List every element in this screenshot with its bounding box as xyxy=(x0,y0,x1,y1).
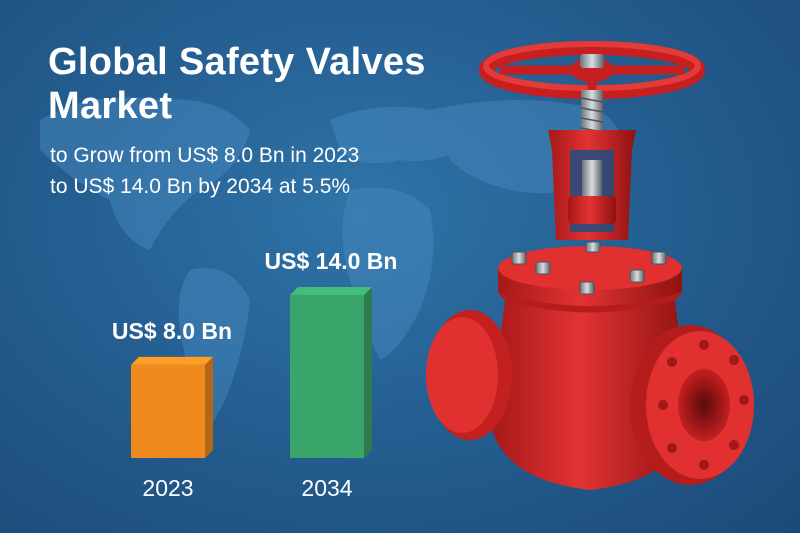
bar-value-label-2023: US$ 8.0 Bn xyxy=(112,318,232,344)
subtitle: to Grow from US$ 8.0 Bn in 2023 to US$ 1… xyxy=(50,140,359,202)
bar-value-label-2034: US$ 14.0 Bn xyxy=(265,248,398,274)
bar-2034 xyxy=(290,287,372,458)
title-line-2: Market xyxy=(48,85,173,127)
bar-2023 xyxy=(131,356,213,458)
page-title: Global Safety Valves Market xyxy=(48,40,426,128)
category-label-2034: 2034 xyxy=(301,475,352,501)
subtitle-line-1: to Grow from US$ 8.0 Bn in 2023 xyxy=(50,144,360,167)
subtitle-line-2: to US$ 14.0 Bn by 2034 at 5.5% xyxy=(50,175,351,198)
title-line-1: Global Safety Valves xyxy=(48,41,426,83)
category-label-2023: 2023 xyxy=(142,475,193,501)
